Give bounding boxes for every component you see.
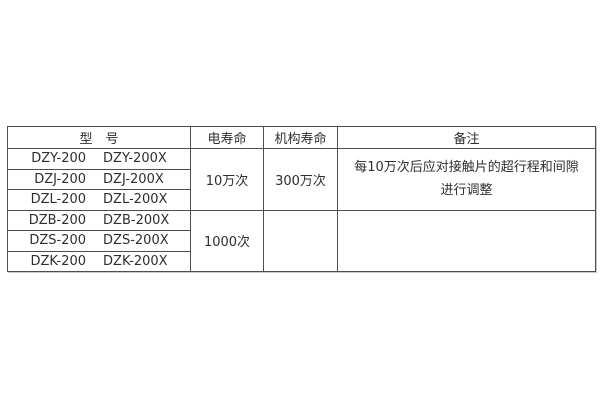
table-row: DZL-200 DZL-200X xyxy=(7,189,596,211)
table-row: DZK-200 DZK-200X xyxy=(7,250,596,272)
model-cell: DZB-200 DZB-200X xyxy=(7,209,191,231)
table-row: DZY-200 DZY-200X 10万次 300万次 每10万次后应对接触片的… xyxy=(7,148,596,211)
electrical-life-cell-group1: 10万次 xyxy=(190,148,264,211)
model-cell: DZS-200 DZS-200X xyxy=(7,230,191,252)
model-name: DZL-200 xyxy=(30,192,87,208)
mechanism-life-cell-group2 xyxy=(263,209,338,272)
model-name-x: DZJ-200X xyxy=(103,171,164,187)
col-header-mechanism-life: 机构寿命 xyxy=(263,126,338,149)
model-name-x: DZL-200X xyxy=(103,192,168,208)
remarks-cell-group1: 每10万次后应对接触片的超行程和间隙 进行调整 xyxy=(337,148,596,211)
model-name-x: DZS-200X xyxy=(103,233,169,249)
col-header-remarks: 备注 xyxy=(337,126,596,149)
header-row: 型 号 电寿命 机构寿命 备注 xyxy=(7,126,596,149)
spec-table-container: 型 号 电寿命 机构寿命 备注 DZY-200 DZY-200X 10万次 30… xyxy=(7,126,596,272)
table-row: DZJ-200 DZJ-200X xyxy=(7,168,596,190)
model-cell: DZJ-200 DZJ-200X xyxy=(7,168,191,190)
electrical-life-cell-group2: 1000次 xyxy=(190,209,264,272)
remarks-line-2: 进行调整 xyxy=(440,183,493,199)
model-cell: DZK-200 DZK-200X xyxy=(7,250,191,272)
model-name-x: DZB-200X xyxy=(103,212,170,228)
mechanism-life-cell-group1: 300万次 xyxy=(263,148,338,211)
model-cell: DZY-200 DZY-200X xyxy=(7,148,191,170)
col-header-model: 型 号 xyxy=(7,126,191,149)
model-cell: DZL-200 DZL-200X xyxy=(7,189,191,211)
model-name: DZY-200 xyxy=(31,151,87,167)
remarks-line-1: 每10万次后应对接触片的超行程和间隙 xyxy=(354,160,579,176)
relay-life-spec-table: 型 号 电寿命 机构寿命 备注 DZY-200 DZY-200X 10万次 30… xyxy=(7,126,596,272)
table-row: DZB-200 DZB-200X 1000次 xyxy=(7,209,596,272)
model-name-x: DZY-200X xyxy=(103,151,167,167)
model-name: DZJ-200 xyxy=(34,171,87,187)
col-header-electrical-life: 电寿命 xyxy=(190,126,264,149)
model-name-x: DZK-200X xyxy=(103,253,168,269)
remarks-cell-group2 xyxy=(337,209,596,272)
model-name: DZS-200 xyxy=(29,233,87,249)
model-name: DZB-200 xyxy=(28,212,87,228)
model-name: DZK-200 xyxy=(30,253,87,269)
